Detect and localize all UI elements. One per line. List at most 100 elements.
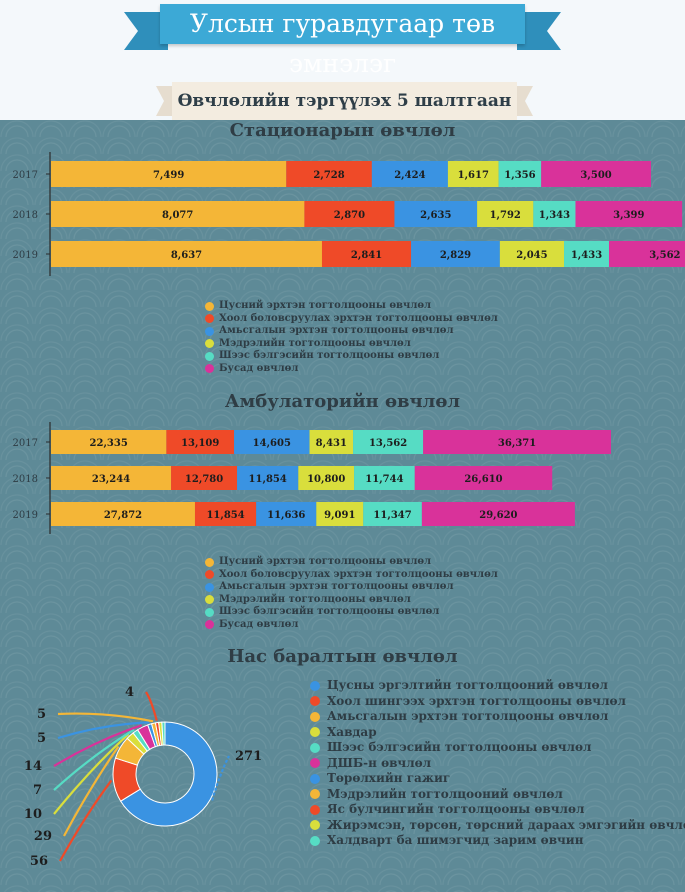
outpatient-data-label: 29,620 — [479, 510, 517, 521]
legend-swatch-icon — [205, 301, 214, 311]
inpatient-data-label: 2,635 — [420, 210, 451, 221]
outpatient-bar-segment — [309, 430, 354, 454]
outpatient-legend-item: Хоол боловсруулах эрхтэн тогтолцооны өвч… — [205, 569, 498, 582]
mortality-legend-item: Цусны эргэлтийн тогтолцооний өвчлөл — [310, 678, 685, 694]
legend-swatch-icon — [205, 351, 214, 361]
inpatient-bar-segment — [499, 241, 565, 267]
subtitle-banner-tail-right — [513, 86, 533, 116]
legend-swatch-icon — [310, 758, 320, 769]
inpatient-legend-label: Амьсгалын эрхтэн тогтолцооны өвчлөл — [219, 325, 454, 336]
outpatient-data-label: 36,371 — [498, 438, 536, 449]
legend-swatch-icon — [205, 339, 214, 349]
inpatient-data-label: 8,077 — [162, 210, 193, 221]
legend-swatch-icon — [205, 607, 214, 617]
outpatient-legend-item: Бусад өвчлөл — [205, 619, 498, 632]
inpatient-bar-segment — [51, 161, 287, 187]
outpatient-legend-item: Амьсгалын эрхтэн тогтолцооны өвчлөл — [205, 581, 498, 594]
outpatient-bar-chart: 2017 22,335 13,109 14,605 8,431 13,562 36,371 2… — [13, 422, 611, 534]
outpatient-bar-segment — [51, 502, 195, 526]
outpatient-data-label: 10,800 — [307, 474, 345, 485]
mortality-legend-label: Хоол шингээх эрхтэн тогтолцооны өвчлөл — [327, 693, 626, 708]
outpatient-bar-segment — [166, 430, 235, 454]
outpatient-bar-segment — [421, 502, 575, 526]
mortality-legend-item: Яс булчингийн тогтолцооны өвчлөл — [310, 802, 685, 818]
mortality-legend: Цусны эргэлтийн тогтолцооний өвчлөл Хоол … — [310, 678, 685, 849]
inpatient-data-label: 1,343 — [539, 210, 570, 221]
mortality-legend-item: Мэдрэлийн тогтолцооний өвчлөл — [310, 787, 685, 803]
inpatient-bar-segment — [411, 241, 500, 267]
outpatient-legend-label: Хоол боловсруулах эрхтэн тогтолцооны өвч… — [219, 568, 498, 580]
legend-swatch-icon — [310, 696, 320, 707]
outpatient-data-label: 26,610 — [464, 474, 502, 485]
mortality-legend-item: Хавдар — [310, 725, 685, 741]
outpatient-data-label: 11,744 — [365, 474, 403, 485]
mortality-leader-line — [211, 755, 230, 801]
inpatient-bar-segment — [51, 241, 322, 267]
inpatient-data-label: 2,424 — [394, 170, 425, 181]
inpatient-data-label: 2,870 — [334, 210, 365, 221]
legend-swatch-icon — [205, 582, 214, 592]
outpatient-bar-segment — [234, 430, 310, 454]
mortality-legend-label: Мэдрэлийн тогтолцооний өвчлөл — [327, 786, 563, 801]
outpatient-data-label: 13,109 — [181, 438, 219, 449]
inpatient-data-label: 2,045 — [516, 250, 547, 261]
legend-swatch-icon — [205, 595, 214, 605]
outpatient-data-label: 11,854 — [249, 474, 287, 485]
mortality-data-label: 5 — [37, 707, 46, 722]
mortality-legend-item: Хоол шингээх эрхтэн тогтолцооны өвчлөл — [310, 694, 685, 710]
inpatient-legend-item: Хоол боловсруулах эрхтэн тогтолцооны өвч… — [205, 313, 498, 326]
legend-swatch-icon — [310, 820, 320, 831]
mortality-legend-label: Төрөлхийн гажиг — [327, 771, 451, 785]
legend-swatch-icon — [205, 364, 214, 374]
mortality-donut-chart: 271 56 29 10 7 14 5 5 4 — [24, 685, 262, 869]
outpatient-bar-segment — [194, 502, 257, 526]
inpatient-data-label: 3,500 — [580, 170, 611, 181]
mortality-legend-label: Цусны эргэлтийн тогтолцооний өвчлөл — [327, 678, 608, 692]
inpatient-category-label: 2018 — [13, 210, 38, 221]
outpatient-bar-segment — [354, 466, 415, 490]
inpatient-legend-item: Шээс бэлгэсийн тогтолцооны өвчлөл — [205, 350, 498, 363]
outpatient-data-label: 11,636 — [267, 510, 305, 521]
inpatient-legend-item: Мэдрэлийн тогтолцооны өвчлөл — [205, 338, 498, 351]
mortality-leader-line — [57, 712, 154, 723]
legend-swatch-icon — [205, 620, 214, 630]
inpatient-legend-label: Цусний эрхтэн тогтолцооны өвчлөл — [219, 300, 432, 311]
legend-swatch-icon — [205, 326, 214, 336]
outpatient-bar-segment — [298, 466, 355, 490]
outpatient-bar-segment — [237, 466, 299, 490]
outpatient-bar-segment — [171, 466, 238, 490]
outpatient-chart-title: Амбулаторийн өвчлөл — [224, 391, 461, 412]
inpatient-category-label: 2017 — [13, 170, 38, 181]
inpatient-category-label: 2019 — [13, 250, 38, 261]
outpatient-category-label: 2018 — [13, 474, 38, 485]
outpatient-category-label: 2019 — [13, 510, 38, 521]
inpatient-data-label: 2,728 — [313, 170, 344, 181]
outpatient-legend-label: Амьсгалын эрхтэн тогтолцооны өвчлөл — [219, 581, 454, 592]
inpatient-bar-segment — [304, 201, 395, 227]
outpatient-legend-label: Шээс бэлгэсийн тогтолцооны өвчлөл — [219, 606, 440, 617]
outpatient-legend-label: Мэдрэлийн тогтолцооны өвчлөл — [219, 593, 411, 605]
inpatient-data-label: 2,841 — [351, 250, 382, 261]
outpatient-data-label: 12,780 — [185, 474, 223, 485]
legend-swatch-icon — [310, 835, 320, 846]
legend-swatch-icon — [310, 789, 320, 800]
mortality-data-label: 14 — [24, 759, 42, 774]
outpatient-category-label: 2017 — [13, 438, 38, 449]
legend-swatch-icon — [310, 742, 320, 753]
mortality-legend-label: Халдварт ба шимэгчид зарим өвчин — [327, 833, 584, 847]
inpatient-bar-segment — [541, 161, 651, 187]
mortality-data-label: 56 — [30, 854, 48, 869]
outpatient-legend-label: Бусад өвчлөл — [219, 618, 299, 630]
mortality-legend-label: Яс булчингийн тогтолцооны өвчлөл — [327, 802, 585, 816]
legend-swatch-icon — [205, 570, 214, 580]
inpatient-bar-segment — [286, 161, 372, 187]
outpatient-legend-item: Шээс бэлгэсийн тогтолцооны өвчлөл — [205, 606, 498, 619]
inpatient-bar-segment — [447, 161, 499, 187]
mortality-leader-line — [53, 733, 130, 815]
mortality-data-label: 4 — [125, 685, 134, 700]
inpatient-legend-label: Бусад өвчлөл — [219, 362, 299, 374]
inpatient-data-label: 3,562 — [649, 250, 680, 261]
mortality-legend-label: Амьсгалын эрхтэн тогтолцооны өвчлөл — [327, 709, 609, 723]
inpatient-legend-label: Шээс бэлгэсийн тогтолцооны өвчлөл — [219, 350, 440, 361]
mortality-legend-item: Төрөлхийн гажиг — [310, 771, 685, 787]
